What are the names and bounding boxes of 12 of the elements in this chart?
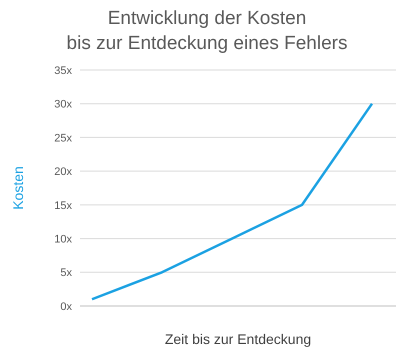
y-axis-title: Kosten — [10, 166, 26, 210]
x-axis-title: Zeit bis zur Entdeckung — [164, 331, 312, 347]
y-tick-label: 10x — [54, 233, 72, 246]
y-tick-label: 20x — [54, 166, 72, 178]
y-tick-label: 15x — [54, 200, 72, 212]
y-tick-label: 30x — [54, 98, 72, 111]
y-tick-label: 25x — [54, 132, 72, 144]
chart-title: Entwicklung der Kosten bis zur Entdeckung eines Fehlers — [66, 7, 348, 56]
line-series — [90, 102, 374, 301]
y-tick-label: 35x — [54, 64, 72, 77]
y-tick-label: 5x — [60, 267, 72, 280]
y-tick-label: 0x — [60, 300, 72, 313]
